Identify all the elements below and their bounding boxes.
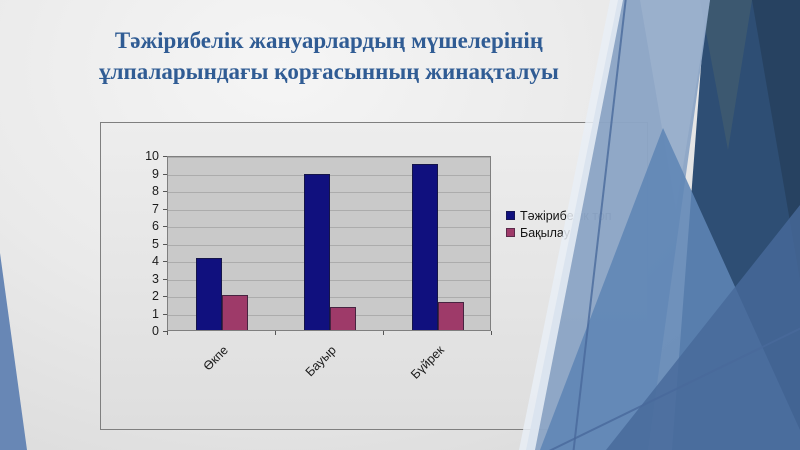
x-category-label: Бүйрек [408, 343, 447, 382]
x-category-label: Бауыр [302, 343, 339, 380]
x-axis-tick [383, 331, 384, 335]
y-axis-label: 3 [152, 271, 159, 286]
y-axis-label: 10 [145, 149, 159, 163]
legend-item: Бақылау [506, 224, 612, 241]
y-axis-tick [163, 313, 167, 315]
y-axis-label: 6 [152, 219, 159, 233]
legend-label: Бақылау [520, 225, 570, 240]
y-axis-tick [163, 191, 167, 192]
y-axis-label: 7 [152, 201, 159, 216]
legend-swatch [506, 211, 515, 220]
bar-Тәжірибелік топ-Бүйрек [412, 163, 438, 330]
bar-Тәжірибелік топ-Бауыр [304, 174, 330, 330]
y-axis-label: 0 [152, 324, 159, 338]
y-axis-label: 9 [152, 166, 159, 181]
y-axis-tick [163, 243, 167, 245]
y-axis-label: 1 [152, 306, 159, 321]
bar-Тәжірибелік топ-Өкпе [196, 258, 222, 330]
x-axis-tick [491, 331, 492, 335]
slide-title-line1: Тәжірибелік жануарлардың мүшелерінің [114, 28, 544, 53]
chart-card: 0 1 2 3 4 5 6 7 8 9 10 Өкпе Бауыр Бүйрек Тәжірибелік… [100, 122, 648, 430]
y-axis-tick [163, 208, 167, 210]
chart-legend: Тәжірибелік топ Бақылау [506, 207, 612, 241]
x-axis-tick [275, 331, 276, 335]
legend-swatch [506, 228, 515, 237]
y-axis-tick [163, 331, 167, 332]
y-axis-tick [163, 278, 167, 280]
y-axis-tick [163, 261, 167, 262]
slide-title-line2: ұлпаларындағы қорғасынның жинақталуы [99, 58, 559, 84]
y-axis-tick [163, 173, 167, 175]
y-axis-tick [163, 156, 167, 157]
bar-Бақылау-Өкпе [222, 295, 248, 330]
y-axis-label: 4 [152, 254, 159, 268]
x-category-label: Өкпе [200, 343, 231, 374]
y-axis-label: 2 [152, 289, 159, 303]
x-axis-tick [167, 331, 168, 335]
gridline [168, 157, 490, 158]
y-axis-tick [163, 226, 167, 227]
plot-area [167, 156, 491, 331]
y-axis-label: 8 [152, 184, 159, 198]
y-axis-tick [163, 296, 167, 297]
legend-label: Тәжірибелік топ [520, 208, 612, 223]
y-axis-label: 5 [152, 236, 159, 251]
legend-item: Тәжірибелік топ [506, 207, 612, 224]
slide-title: Тәжірибелік жануарлардың мүшелерінің ұлп… [46, 26, 612, 87]
bar-Бақылау-Бүйрек [438, 302, 464, 330]
bar-Бақылау-Бауыр [330, 307, 356, 330]
